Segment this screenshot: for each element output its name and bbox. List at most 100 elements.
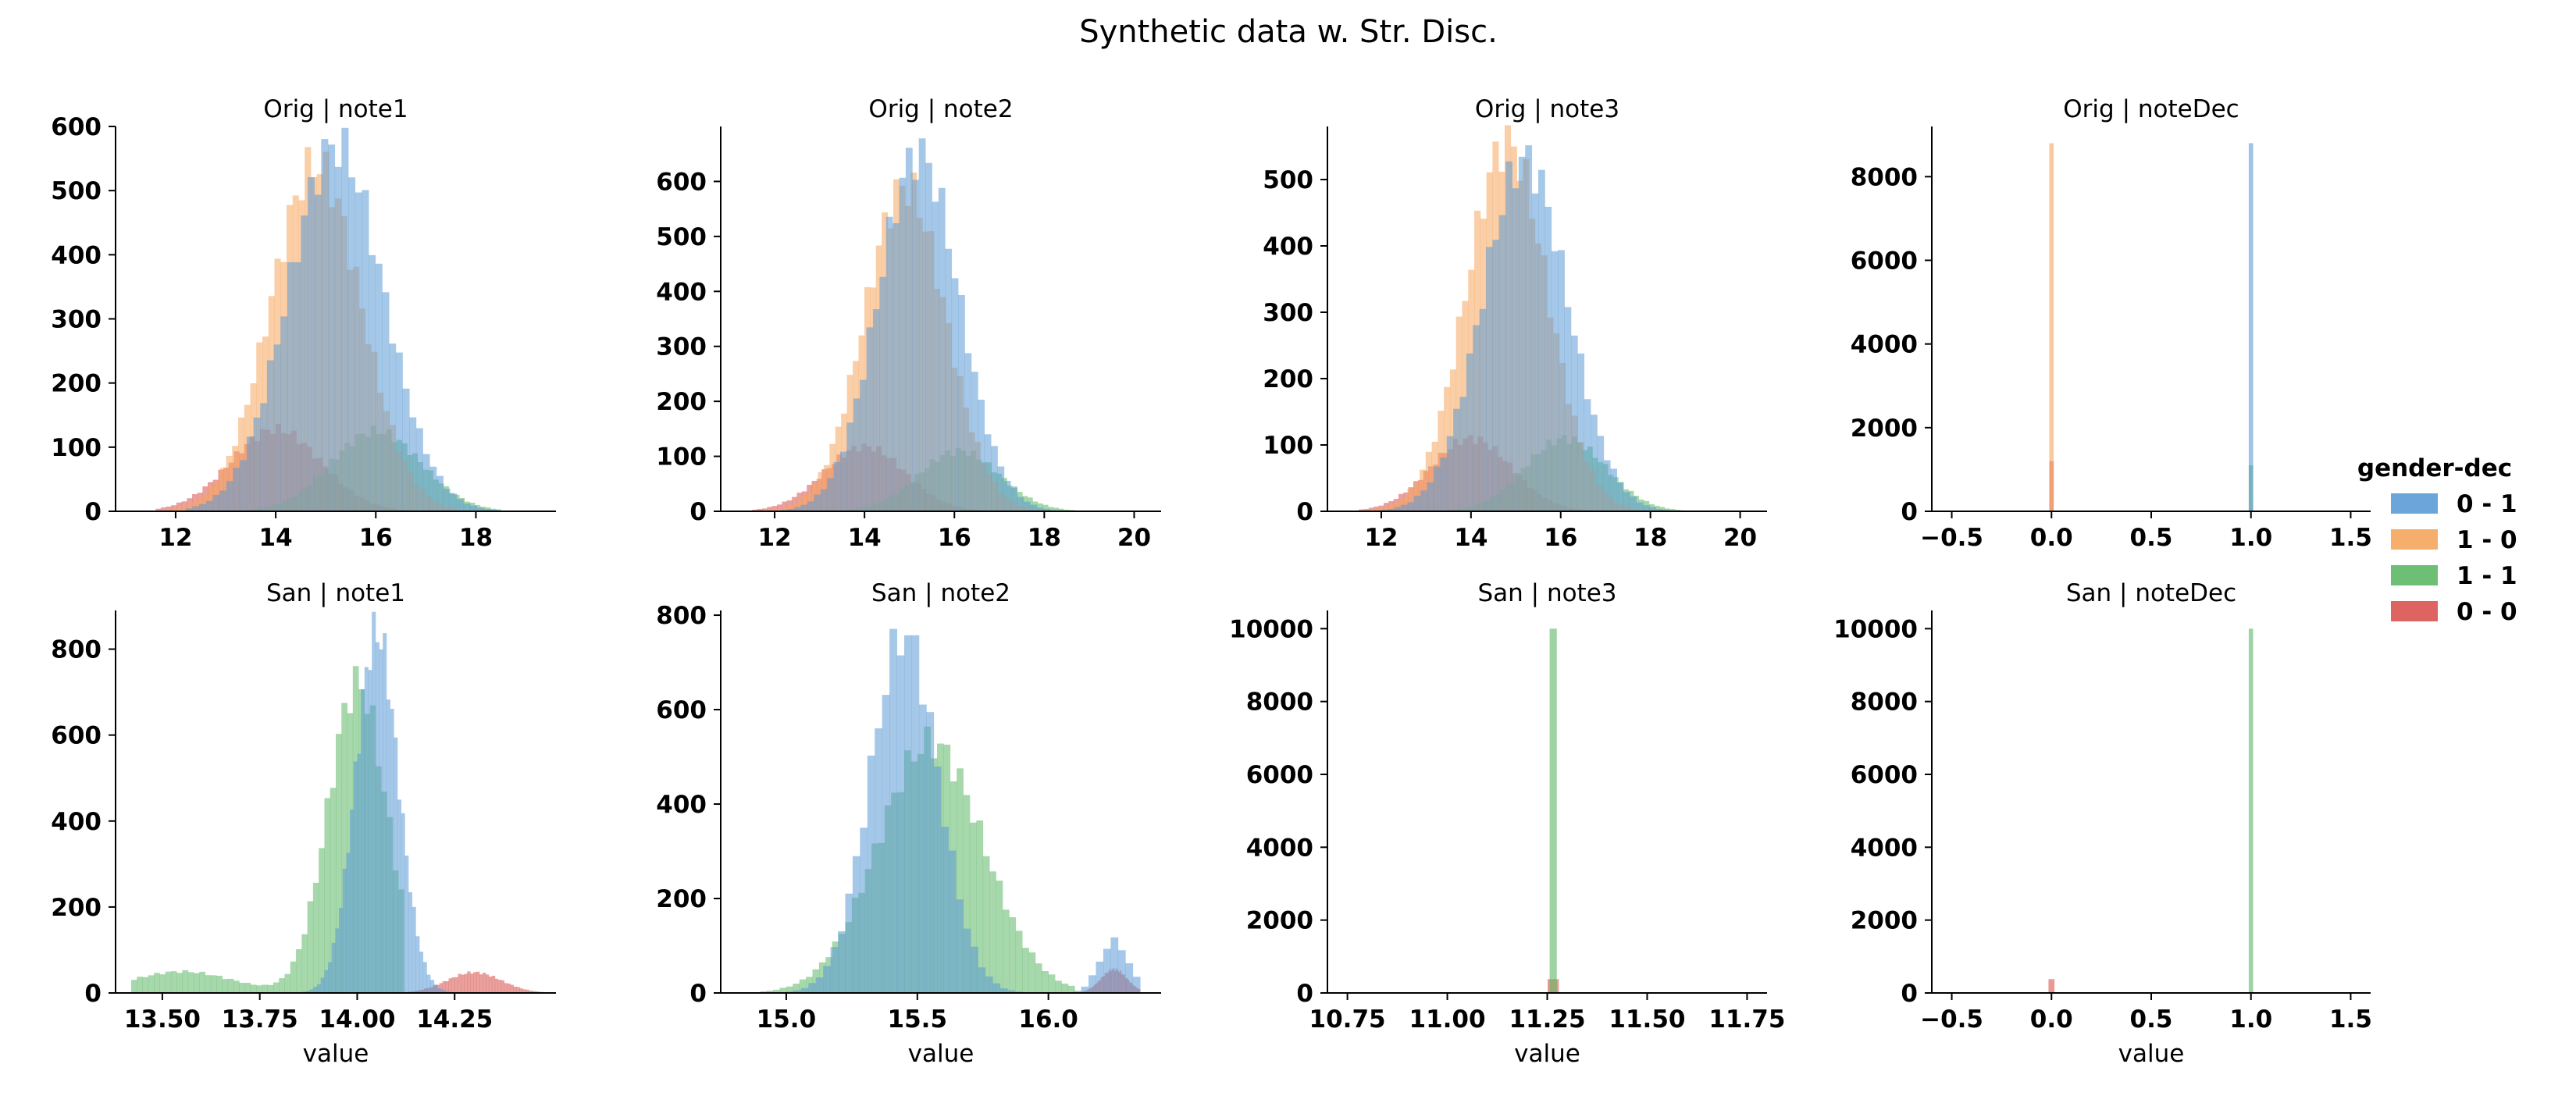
legend-label: 1 - 0: [2457, 526, 2517, 554]
series-1-1: [1549, 628, 1557, 993]
histogram-bar: [789, 504, 796, 511]
legend-item-1-0: 1 - 0: [2391, 526, 2517, 554]
histogram-bar: [867, 755, 875, 993]
histogram-bar: [532, 991, 536, 993]
histogram-bar: [889, 628, 897, 993]
histogram-bar: [445, 980, 449, 993]
histogram-bar: [1623, 492, 1630, 511]
histogram-bar: [448, 978, 452, 993]
histogram-bar: [402, 388, 410, 511]
histogram-bar: [441, 989, 446, 993]
histogram-bar: [316, 984, 322, 993]
y-tick-label: 600: [656, 696, 707, 724]
histogram-bar: [1473, 325, 1480, 511]
histogram-bar: [899, 177, 907, 511]
histogram-bar: [379, 649, 383, 993]
histogram-bar: [1017, 496, 1024, 511]
histogram-bar: [470, 505, 478, 511]
histogram-bar: [273, 982, 280, 993]
y-tick-label: 2000: [1851, 907, 1918, 935]
x-tick-label: 10.75: [1309, 1005, 1386, 1034]
y-tick-label: 10000: [1229, 615, 1313, 643]
histogram-bar: [439, 983, 444, 993]
histogram-bar: [1042, 971, 1049, 993]
histogram-bar: [2048, 979, 2055, 993]
histogram-bar: [328, 962, 333, 993]
y-tick-label: 6000: [1246, 761, 1313, 789]
panel-orig-note1: Orig | note1 0 100 200 300 400 500 600 12 14 16 18: [51, 95, 556, 552]
histogram-bar: [1394, 507, 1402, 511]
x-axis-label: value: [908, 1040, 974, 1068]
y-tick-label: 300: [51, 306, 102, 334]
histogram-bar: [1466, 353, 1473, 511]
histogram-bar: [1368, 507, 1374, 511]
histogram-bar: [1028, 952, 1036, 993]
histogram-bar: [290, 961, 297, 993]
histogram-bar: [807, 501, 814, 511]
histogram-bar: [1498, 215, 1506, 511]
y-tick-label: 8000: [1851, 163, 1918, 191]
x-tick-label: 12: [757, 524, 791, 552]
histogram-bar: [336, 734, 342, 993]
histogram-bar: [341, 703, 347, 993]
histogram-bar: [984, 434, 992, 511]
histogram-bars: [155, 127, 505, 512]
y-tick-label: 100: [1263, 432, 1313, 460]
histogram-bar: [996, 881, 1003, 993]
histogram-bar: [1096, 961, 1104, 993]
legend-item-1-1: 1 - 1: [2391, 562, 2517, 590]
histogram-bar: [830, 947, 839, 993]
histogram-bar: [476, 507, 485, 511]
histogram-bar: [226, 481, 233, 511]
histogram-bar: [1030, 504, 1038, 511]
histogram-bar: [219, 490, 227, 511]
histogram-bar: [1669, 509, 1676, 511]
histogram-bar: [216, 975, 223, 993]
histogram-bar: [187, 498, 193, 511]
histogram-bar: [327, 144, 336, 511]
histogram-bar: [159, 974, 166, 993]
histogram-bar: [839, 451, 847, 511]
histogram-bar: [415, 936, 420, 993]
histogram-bar: [833, 461, 841, 511]
y-tick-label: 100: [51, 434, 102, 462]
histogram-bar: [1577, 353, 1585, 511]
histogram-bar: [364, 667, 369, 993]
series-1-1: [2248, 628, 2254, 993]
histogram-bar: [171, 505, 177, 511]
panel-title: Orig | noteDec: [2063, 95, 2239, 123]
histogram-bar: [415, 428, 423, 511]
panel-title: Orig | note2: [868, 95, 1013, 123]
x-tick-label: 13.75: [222, 1005, 298, 1034]
panel-title: San | note2: [871, 579, 1010, 607]
histogram-bar: [470, 973, 474, 993]
series-0-1: [302, 611, 453, 993]
histogram-bar: [1446, 436, 1454, 511]
histogram-bar: [176, 502, 183, 511]
histogram-bar: [301, 934, 308, 993]
histogram-bar: [201, 494, 208, 511]
histogram-bar: [495, 509, 501, 511]
x-tick-label: 20: [1117, 524, 1151, 552]
histogram-bar: [893, 222, 900, 511]
histogram-bar: [522, 989, 526, 993]
histogram-bar: [250, 984, 257, 993]
histogram-bar: [442, 980, 446, 993]
histogram-bar: [342, 868, 347, 993]
histogram-bar: [808, 983, 817, 993]
y-tick-label: 0: [84, 498, 102, 526]
histogram-bars: [1548, 628, 1559, 993]
series-0-0: [2048, 979, 2055, 993]
histogram-bar: [1459, 397, 1467, 511]
histogram-bar: [820, 489, 828, 511]
y-tick-label: 600: [51, 722, 102, 750]
histogram-bar: [348, 177, 356, 511]
histogram-bar: [185, 508, 193, 511]
histogram-bars: [760, 628, 1141, 993]
histogram-bar: [394, 737, 398, 993]
histogram-bar: [879, 276, 887, 511]
x-tick-label: 12: [1364, 524, 1398, 552]
histogram-bar: [971, 372, 978, 511]
histogram-bar: [1425, 451, 1432, 511]
histogram-bar: [1117, 950, 1126, 993]
